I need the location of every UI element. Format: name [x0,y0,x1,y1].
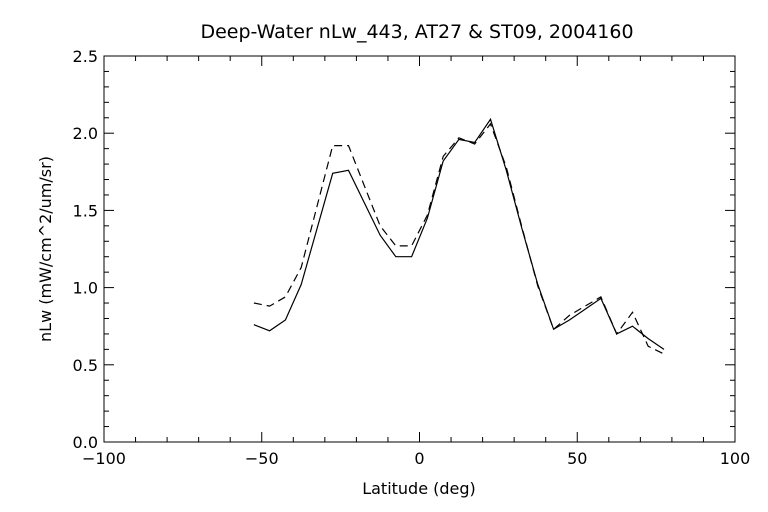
y-tick-label: 0.5 [73,356,98,375]
y-tick-label: 1.0 [73,279,98,298]
x-tick-label: 50 [567,449,587,468]
x-tick-label: 0 [414,449,424,468]
y-tick-label: 2.5 [73,47,98,66]
series-line-dashed [253,122,665,355]
chart-title: Deep-Water nLw_443, AT27 & ST09, 2004160 [200,21,633,43]
y-tick-label: 1.5 [73,201,98,220]
x-axis-label: Latitude (deg) [362,479,476,498]
plot-frame [103,55,736,443]
y-tick-label: 0.0 [73,433,98,452]
x-tick-label: −100 [82,449,126,468]
x-tick-label: 100 [720,449,751,468]
y-tick-label: 2.0 [73,124,98,143]
series-layer [253,117,665,355]
series-line-solid [253,117,665,350]
x-tick-label: −50 [245,449,279,468]
y-axis-label: nLw (mW/cm^2/um/sr) [36,156,55,342]
axis-tick-labels: −100 −50 0 50 100 0.0 0.5 1.0 1.5 2.0 2.5 [73,47,751,468]
axis-ticks [103,55,736,443]
